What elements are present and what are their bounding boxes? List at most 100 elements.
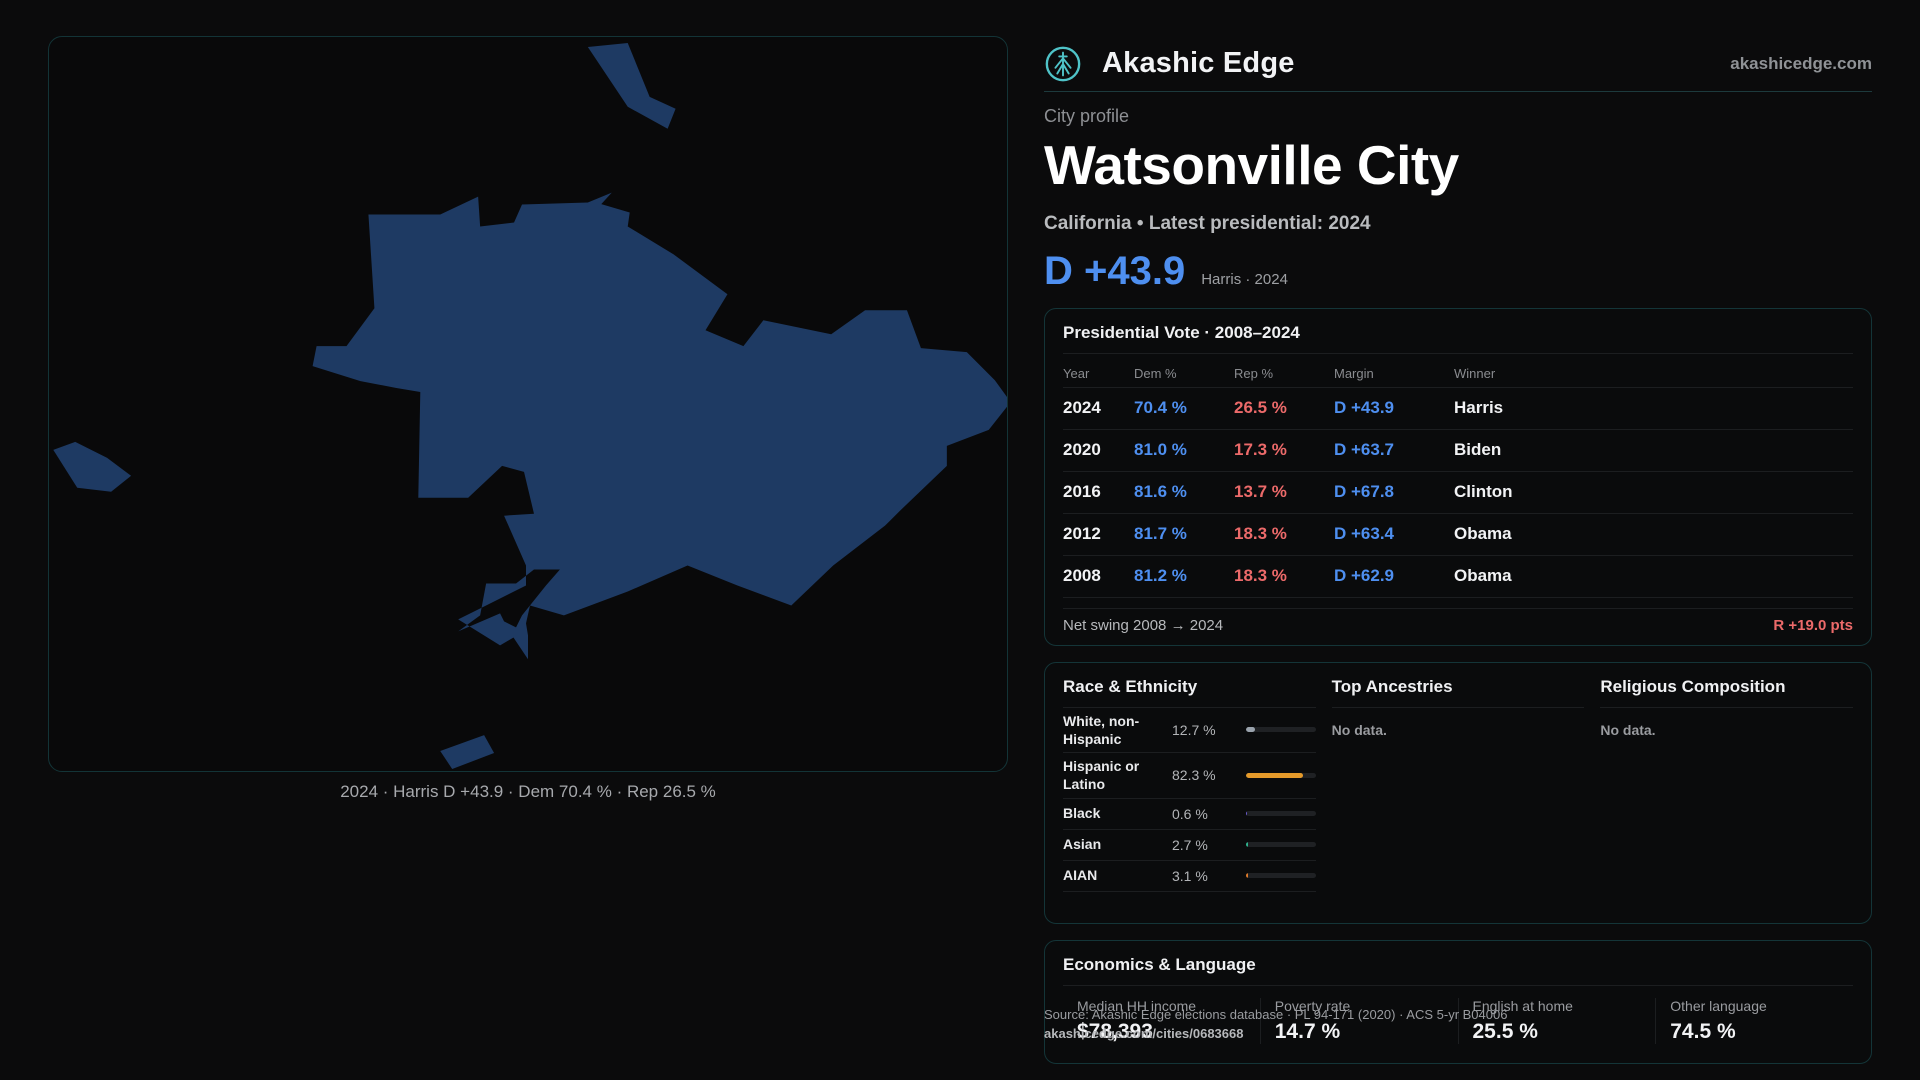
city-boundary-map[interactable]	[49, 37, 1007, 771]
race-bar-fill	[1246, 842, 1248, 847]
profile-eyebrow: City profile	[1044, 106, 1130, 126]
cell-margin: D +67.8	[1334, 471, 1454, 514]
vote-table: Year Dem % Rep % Margin Winner 2024 70.4…	[1063, 357, 1853, 598]
cell-rep: 18.3 %	[1234, 555, 1334, 598]
race-pct: 2.7 %	[1172, 836, 1208, 853]
net-swing: Net swing 2008 → 2024 R +19.0 pts	[1063, 607, 1853, 634]
profile-subtitle: California • Latest presidential: 2024	[1044, 212, 1371, 234]
cell-margin: D +43.9	[1334, 387, 1454, 430]
cell-margin: D +62.9	[1334, 555, 1454, 598]
brand-name[interactable]: Akashic Edge	[1102, 47, 1295, 79]
vote-card-title: Presidential Vote · 2008–2024	[1063, 323, 1853, 354]
race-section: Race & Ethnicity White, non-Hispanic 12.…	[1063, 677, 1316, 909]
profile-panel: Akashic Edge akashicedge.com City profil…	[1044, 36, 1872, 1064]
econ-value: 14.7 %	[1274, 1019, 1341, 1043]
col-year: Year	[1063, 357, 1134, 388]
ancestries-section: Top Ancestries No data.	[1331, 677, 1585, 909]
race-row: AIAN 3.1 %	[1063, 861, 1316, 892]
site-link[interactable]: akashicedge.com	[1730, 53, 1872, 73]
header: Akashic Edge akashicedge.com	[1044, 36, 1872, 92]
race-bar	[1246, 772, 1316, 778]
cell-dem: 81.7 %	[1134, 513, 1234, 556]
race-bar	[1246, 842, 1316, 847]
cell-margin: D +63.7	[1334, 429, 1454, 472]
headline-margin: D +43.9 Harris · 2024	[1044, 249, 1872, 294]
race-bar-fill	[1246, 873, 1249, 878]
cell-rep: 17.3 %	[1234, 429, 1334, 472]
presidential-vote-card: Presidential Vote · 2008–2024 Year Dem %…	[1044, 307, 1872, 646]
net-swing-value: R +19.0 pts	[1773, 616, 1853, 634]
race-label: Black	[1063, 805, 1101, 822]
econ-label: Poverty rate	[1274, 997, 1351, 1014]
cell-dem: 81.0 %	[1134, 429, 1234, 472]
econ-label: Other language	[1670, 997, 1767, 1014]
race-bar	[1246, 727, 1316, 733]
table-row: 2016 81.6 % 13.7 % D +67.8 Clinton	[1063, 471, 1853, 514]
race-title: Race & Ethnicity	[1063, 677, 1316, 708]
cell-year: 2020	[1063, 429, 1134, 472]
city-shape-south	[440, 735, 495, 770]
city-shape-west	[53, 441, 132, 492]
econ-item: Median HH income $78,393	[1063, 998, 1260, 1044]
cell-winner: Obama	[1454, 555, 1853, 598]
religion-section: Religious Composition No data.	[1600, 677, 1854, 909]
econ-value: $78,393	[1077, 1019, 1153, 1043]
econ-title: Economics & Language	[1063, 955, 1853, 986]
ancestries-empty: No data.	[1331, 721, 1387, 738]
econ-label: Median HH income	[1077, 997, 1197, 1014]
race-pct: 82.3 %	[1172, 767, 1216, 784]
col-rep: Rep %	[1234, 357, 1334, 388]
tree-logo-icon[interactable]	[1044, 45, 1082, 83]
net-swing-label: Net swing 2008 → 2024	[1063, 616, 1224, 634]
religion-empty: No data.	[1600, 721, 1656, 738]
col-winner: Winner	[1454, 357, 1853, 388]
table-row: 2008 81.2 % 18.3 % D +62.9 Obama	[1063, 555, 1853, 598]
source-footer: Source: Akashic Edge elections database …	[1044, 1006, 1507, 1044]
table-row: 2012 81.7 % 18.3 % D +63.4 Obama	[1063, 513, 1853, 556]
col-dem: Dem %	[1134, 357, 1234, 388]
econ-item: English at home 25.5 %	[1457, 997, 1656, 1044]
page-title: Watsonville City	[1044, 134, 1459, 196]
race-label: AIAN	[1063, 867, 1098, 884]
econ-value: 74.5 %	[1670, 1019, 1736, 1043]
cell-winner: Clinton	[1454, 471, 1853, 514]
table-row: 2024 70.4 % 26.5 % D +43.9 Harris	[1063, 387, 1853, 430]
econ-label: English at home	[1472, 997, 1573, 1014]
race-row: Black 0.6 %	[1063, 799, 1316, 830]
cell-year: 2012	[1063, 513, 1134, 556]
race-label: Hispanic or Latino	[1063, 758, 1140, 793]
cell-year: 2008	[1063, 555, 1134, 598]
source-line: Source: Akashic Edge elections database …	[1044, 1007, 1508, 1022]
race-pct: 12.7 %	[1172, 721, 1216, 738]
race-bar	[1246, 811, 1316, 816]
race-label: Asian	[1063, 836, 1102, 853]
col-margin: Margin	[1334, 357, 1454, 388]
race-pct: 3.1 %	[1172, 867, 1208, 884]
race-bar-fill	[1246, 811, 1247, 816]
race-label: White, non-Hispanic	[1063, 712, 1140, 747]
religion-title: Religious Composition	[1600, 677, 1854, 708]
source-url[interactable]: akashicedge.com/cities/0683668	[1044, 1025, 1244, 1041]
cell-year: 2016	[1063, 471, 1134, 514]
econ-value: 25.5 %	[1472, 1019, 1538, 1043]
demographics-card: Race & Ethnicity White, non-Hispanic 12.…	[1044, 661, 1872, 924]
cell-winner: Biden	[1454, 429, 1853, 472]
city-shape-north	[587, 42, 676, 129]
race-row: Asian 2.7 %	[1063, 830, 1316, 861]
econ-grid: Median HH income $78,393 Poverty rate 14…	[1063, 997, 1853, 1044]
cell-margin: D +63.4	[1334, 513, 1454, 556]
race-bar-fill	[1246, 727, 1255, 733]
econ-item: Poverty rate 14.7 %	[1259, 997, 1458, 1044]
cell-rep: 13.7 %	[1234, 471, 1334, 514]
cell-dem: 81.6 %	[1134, 471, 1234, 514]
cell-dem: 70.4 %	[1134, 387, 1234, 430]
race-row: Hispanic or Latino 82.3 %	[1063, 753, 1316, 799]
race-list: White, non-Hispanic 12.7 % Hispanic or L…	[1063, 708, 1316, 892]
city-shape-main	[312, 192, 1007, 660]
cell-winner: Harris	[1454, 387, 1853, 430]
cell-winner: Obama	[1454, 513, 1853, 556]
race-row: White, non-Hispanic 12.7 %	[1063, 708, 1316, 754]
map-panel[interactable]	[48, 36, 1008, 772]
race-pct: 0.6 %	[1172, 805, 1208, 822]
cell-dem: 81.2 %	[1134, 555, 1234, 598]
